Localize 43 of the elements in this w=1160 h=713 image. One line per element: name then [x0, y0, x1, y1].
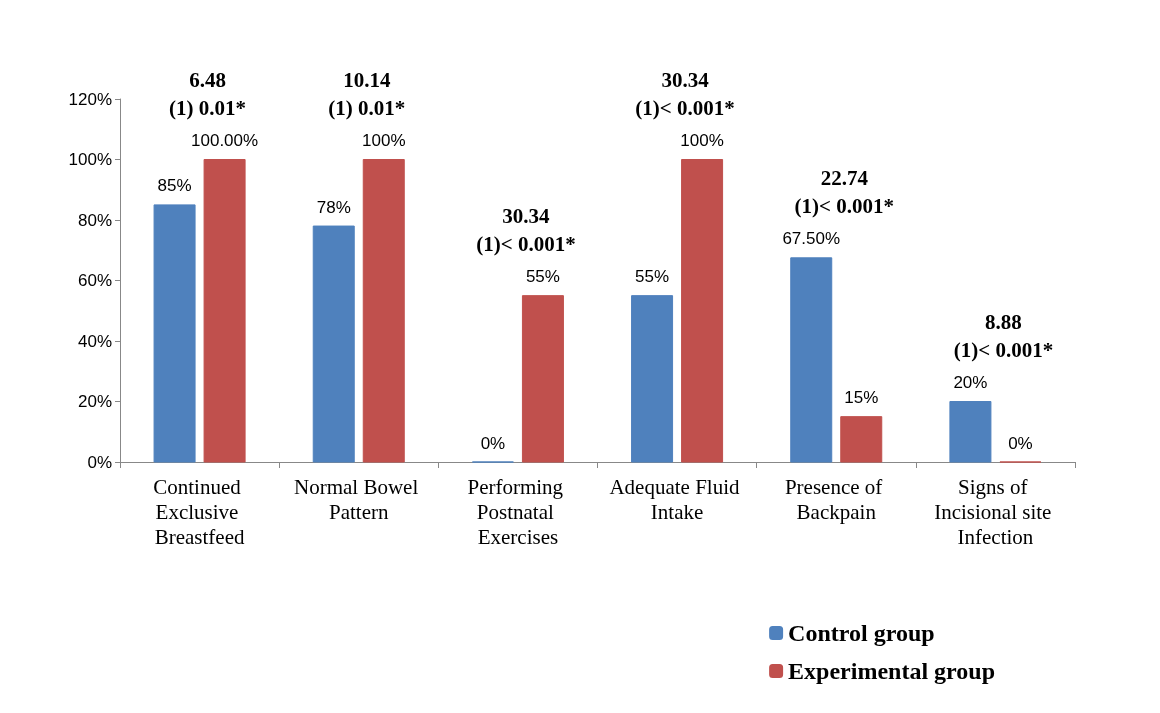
annotation: 22.74 (1)< 0.001* [794, 165, 894, 218]
data-label: 100% [680, 131, 724, 150]
y-tick-label: 60% [77, 271, 112, 290]
annotation: 8.88 (1)< 0.001* [953, 309, 1054, 362]
bar [362, 159, 405, 463]
y-tick-label: 100% [68, 150, 112, 169]
bar [790, 257, 833, 463]
data-label: 55% [525, 267, 560, 287]
data-label: 20% [953, 373, 988, 392]
y-tick-label: 120% [68, 89, 112, 109]
data-label: 0% [480, 433, 506, 453]
y-tick-label: 40% [77, 331, 112, 351]
data-label: 78% [316, 197, 351, 217]
data-label: 85% [157, 176, 192, 196]
annotation: 30.34 (1)< 0.001* [635, 67, 735, 120]
y-tick-label: 20% [77, 392, 112, 411]
data-label: 55% [635, 267, 670, 287]
bar [681, 159, 724, 463]
data-label: 100% [362, 131, 406, 150]
y-tick-label: 80% [77, 210, 112, 230]
bar [521, 295, 564, 463]
data-label: 0% [1008, 433, 1033, 453]
bar [153, 204, 196, 463]
x-tick-label: Signs of Incisional site Infection [934, 474, 1057, 549]
x-tick-label: Presence of Backpain [784, 474, 888, 524]
annotation: 6.48 (1) 0.01* [169, 67, 247, 120]
x-tick-label: Adequate Fluid Intake [609, 474, 745, 524]
data-label: 67.50% [782, 229, 841, 249]
legend-label: Control group [788, 620, 935, 646]
bar [312, 225, 355, 463]
x-tick-label: Performing Postnatal Exercises [467, 474, 569, 549]
bar [949, 401, 992, 463]
data-label: 15% [844, 388, 879, 408]
x-tick-label: Continued Exclusive Breastfeed [153, 474, 246, 549]
legend-label: Experimental group [788, 658, 996, 684]
bar [840, 416, 883, 463]
bar [203, 159, 246, 463]
bar [631, 295, 674, 463]
annotation: 10.14 (1) 0.01* [328, 67, 406, 120]
x-tick-label: Normal Bowel Pattern [294, 474, 424, 524]
data-label: 100.00% [191, 131, 259, 150]
annotation: 30.34 (1)< 0.001* [476, 203, 576, 256]
y-tick-label: 0% [87, 452, 112, 472]
